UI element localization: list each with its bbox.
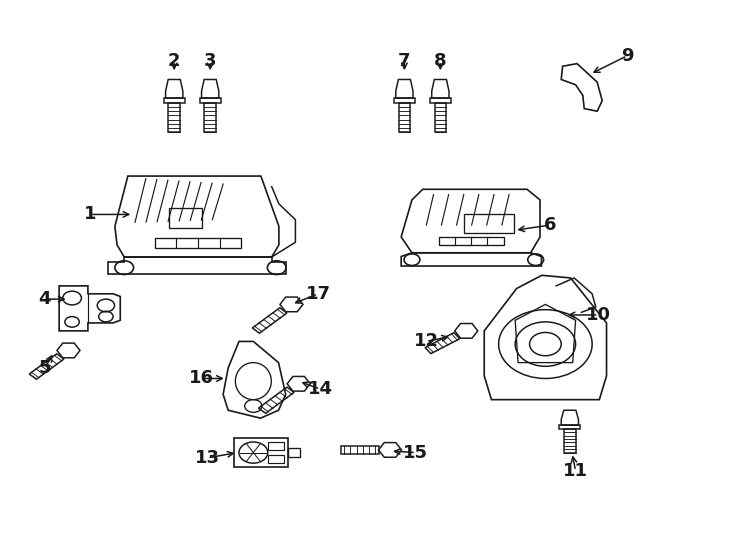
Text: 1: 1	[84, 205, 96, 224]
Text: 9: 9	[621, 46, 633, 65]
Text: 13: 13	[195, 449, 219, 467]
Text: 5: 5	[38, 359, 51, 377]
Text: 10: 10	[586, 306, 611, 324]
Text: 17: 17	[305, 285, 330, 303]
Text: 11: 11	[563, 462, 588, 480]
Text: 4: 4	[38, 290, 51, 308]
Text: 16: 16	[189, 369, 214, 388]
Text: 6: 6	[544, 216, 556, 234]
Text: 7: 7	[398, 52, 410, 70]
Text: 14: 14	[308, 380, 333, 398]
Text: 12: 12	[413, 333, 438, 350]
Text: 2: 2	[168, 52, 181, 70]
Text: 3: 3	[204, 52, 217, 70]
Text: 15: 15	[404, 443, 429, 462]
Text: 8: 8	[434, 52, 447, 70]
